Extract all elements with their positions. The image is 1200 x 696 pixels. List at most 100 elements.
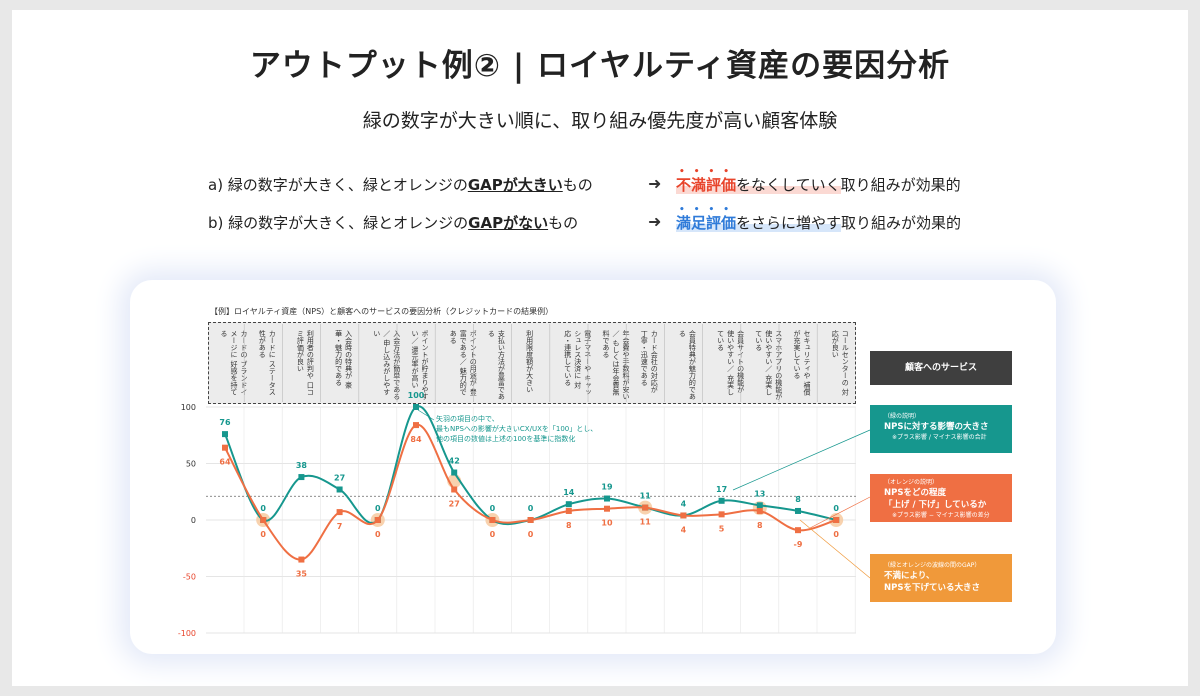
orange-data-label: 35 [296, 570, 308, 579]
rule-a-result: •••• 不満評価をなくしていく取り組みが効果的 [676, 167, 961, 194]
orange-point [489, 517, 496, 523]
rule-a-lead: a) 緑の数字が大きく、緑とオレンジのGAPが大きいもの [208, 176, 593, 194]
teal-point [604, 495, 610, 502]
teal-data-label: 100 [408, 391, 425, 400]
gap-legend-box: （緑とオレンジの波線の間のGAP） 不満により、 NPSを下げている大きさ [870, 554, 1012, 602]
orange-data-label: 27 [449, 499, 460, 508]
orange-data-label: 4 [681, 525, 687, 534]
teal-data-label: 4 [681, 499, 687, 508]
column-header: コールセンターの 対応が良い [831, 330, 850, 396]
column-header: 支払い方法が豊富である [487, 330, 506, 400]
column-header: ポイントが貯まりやすい／ 還元率が高い [411, 330, 429, 400]
orange-point [756, 507, 763, 514]
orange-point [680, 512, 687, 519]
arrow-right-icon: ➜ [648, 212, 662, 231]
orange-point [374, 517, 381, 523]
column-header: 会員特典が魅力的である [678, 330, 697, 400]
y-tick-label: 50 [186, 460, 196, 469]
orange-point [795, 527, 801, 534]
orange-data-label: 5 [719, 524, 725, 533]
teal-data-label: 0 [528, 504, 534, 513]
orange-point [642, 504, 649, 511]
teal-data-label: 19 [601, 483, 613, 492]
teal-data-label: 8 [795, 495, 801, 504]
orange-connector [809, 496, 871, 529]
orange-data-label: 10 [601, 519, 613, 528]
gap-connector [799, 519, 871, 579]
orange-point [451, 486, 458, 493]
service-label-box: 顧客へのサービス [870, 351, 1012, 385]
teal-point [413, 404, 419, 410]
teal-point [756, 502, 763, 509]
orange-data-label: 0 [260, 530, 266, 539]
orange-data-label: 7 [337, 522, 343, 531]
column-header: カード会社の対応が 丁寧・迅速である [640, 330, 659, 393]
orange-series-line [224, 424, 837, 561]
arrow-right-icon: ➜ [648, 174, 662, 193]
orange-data-label: 84 [410, 435, 422, 444]
column-header: 利用限度額が大きい [525, 330, 534, 393]
orange-data-label: -9 [794, 540, 803, 549]
column-header: カードに ステータス性がある [258, 330, 277, 396]
y-tick-label: -100 [178, 629, 196, 638]
teal-data-label: 17 [716, 485, 727, 494]
teal-point [795, 507, 801, 514]
teal-data-label: 38 [296, 461, 308, 470]
orange-point [413, 422, 419, 429]
chart-caption: 【例】ロイヤルティ資産（NPS）と顧客へのサービスの要因分析（クレジットカードの… [210, 307, 554, 316]
teal-data-label: 0 [375, 504, 381, 513]
orange-data-label: 11 [640, 518, 652, 527]
teal-data-label: 0 [490, 504, 496, 513]
em-dissatisfaction: •••• 不満評価 [676, 167, 739, 194]
orange-data-label: 0 [528, 530, 534, 539]
y-tick-label: -50 [183, 573, 196, 582]
teal-point [336, 486, 343, 493]
teal-series-line [224, 405, 837, 526]
orange-point [222, 444, 228, 451]
teal-data-label: 11 [640, 492, 652, 501]
orange-data-label: 0 [490, 530, 496, 539]
column-header: 利用者の評判や 口コミ評価が良い [296, 330, 315, 396]
orange-point [298, 556, 305, 563]
orange-data-label: 0 [833, 530, 839, 539]
orange-point [604, 505, 610, 512]
orange-point [527, 517, 534, 523]
column-header: 入会時の特典が 豪華・魅力的である [334, 330, 353, 389]
teal-data-label: 76 [219, 418, 231, 427]
teal-data-label: 14 [563, 488, 575, 497]
page-title: アウトプット例② | ロイヤルティ資産の要因分析 [249, 48, 951, 84]
page-subtitle: 緑の数字が大きい順に、取り組み優先度が高い顧客体験 [362, 110, 838, 132]
y-tick-label: 0 [191, 516, 196, 525]
teal-data-label: 0 [833, 504, 839, 513]
teal-point [222, 431, 228, 438]
teal-point [718, 497, 725, 504]
teal-data-label: 0 [260, 504, 266, 513]
orange-point [833, 517, 840, 523]
orange-point [336, 509, 343, 516]
chart-annotation: 矢羽の項目の中で、 最もNPSへの影響が大きいCX/UXを「100」とし、 他の… [436, 415, 598, 443]
teal-data-label: 13 [754, 489, 765, 498]
teal-point [298, 474, 305, 481]
orange-data-label: 8 [757, 521, 763, 530]
rule-b-lead: b) 緑の数字が大きく、緑とオレンジのGAPがないもの [208, 214, 579, 232]
teal-data-label: 27 [334, 473, 345, 482]
em-satisfaction: •••• 満足評価 [676, 205, 739, 232]
annotation-connector [417, 409, 435, 421]
orange-point [565, 507, 572, 514]
column-header: セキュリティや 補償が充実している [793, 330, 811, 396]
orange-point [718, 511, 725, 518]
teal-point [451, 469, 458, 476]
y-tick-label: 100 [181, 403, 196, 412]
orange-data-label: 64 [219, 458, 231, 467]
column-header-box [208, 322, 856, 404]
teal-point [565, 501, 572, 508]
orange-point [260, 517, 267, 523]
teal-connector [732, 429, 871, 491]
orange-data-label: 8 [566, 521, 572, 530]
teal-legend-box: （緑の説明） NPSに対する影響の大きさ ※プラス影響 / マイナス影響の合計 [870, 405, 1012, 453]
orange-legend-box: （オレンジの説明） NPSをどの程度 「上げ / 下げ」しているか ※プラス影響… [870, 474, 1012, 522]
rule-b-result: •••• 満足評価をさらに増やす取り組みが効果的 [676, 205, 962, 232]
teal-data-label: 42 [449, 457, 460, 466]
orange-data-label: 0 [375, 530, 381, 539]
